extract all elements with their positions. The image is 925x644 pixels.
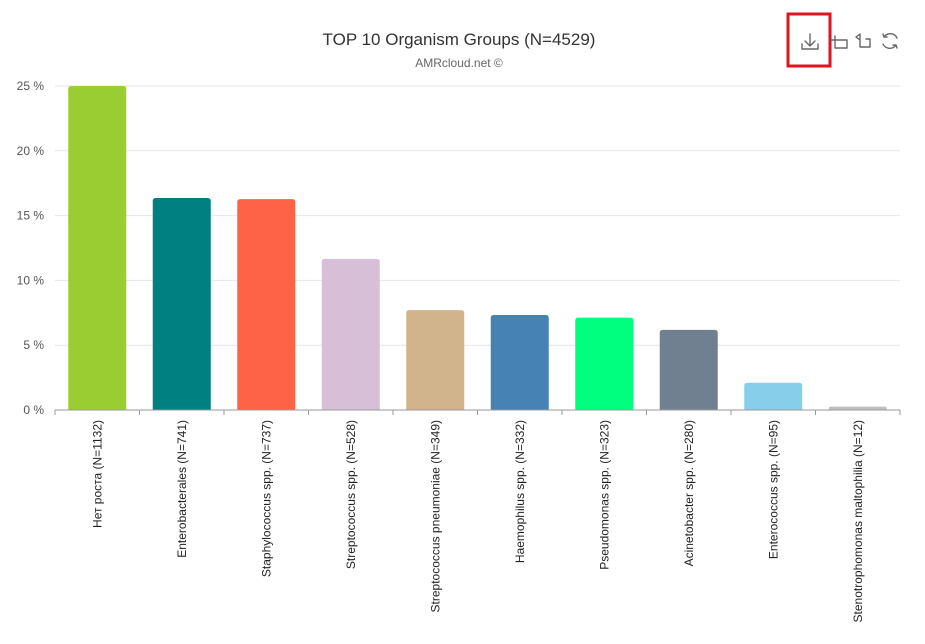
- bar[interactable]: [490, 315, 549, 410]
- bar[interactable]: [237, 199, 296, 410]
- zoom-reset-icon[interactable]: [855, 33, 871, 48]
- x-tick-label: Streptococcus pneumoniae (N=349): [428, 420, 442, 612]
- bar[interactable]: [659, 329, 718, 410]
- y-tick-label: 5 %: [23, 338, 44, 352]
- x-tick-label: Acinetobacter spp. (N=280): [682, 420, 696, 566]
- bar[interactable]: [152, 197, 211, 410]
- bar[interactable]: [828, 406, 887, 410]
- bars: [68, 86, 887, 410]
- x-axis-ticks: [54, 410, 901, 415]
- x-axis-labels: Нет роста (N=1132) Enterobacterales (N=74…: [90, 420, 865, 622]
- bar[interactable]: [68, 86, 127, 410]
- x-tick-label: Enterobacterales (N=741): [175, 420, 189, 558]
- x-tick-label: Streptococcus spp. (N=528): [344, 420, 358, 569]
- y-tick-label: 20 %: [17, 144, 45, 158]
- chart-title: TOP 10 Organism Groups (N=4529): [323, 30, 596, 49]
- x-tick-label: Staphylococcus spp. (N=737): [259, 420, 273, 577]
- bar[interactable]: [406, 310, 465, 410]
- download-icon[interactable]: [801, 33, 819, 50]
- bar[interactable]: [575, 317, 634, 410]
- y-axis-ticks: 0 % 5 % 10 % 15 % 20 % 25 %: [17, 79, 45, 417]
- toolbox: [786, 12, 898, 68]
- bar[interactable]: [744, 382, 803, 410]
- bar[interactable]: [321, 258, 380, 410]
- data-zoom-icon[interactable]: [830, 35, 848, 49]
- x-tick-label: Нет роста (N=1132): [90, 420, 104, 528]
- restore-icon[interactable]: [882, 33, 898, 49]
- y-tick-label: 0 %: [23, 403, 44, 417]
- x-tick-label: Pseudomonas spp. (N=323): [597, 420, 611, 570]
- y-tick-label: 25 %: [17, 79, 45, 93]
- highlight-box: [786, 12, 832, 68]
- y-tick-label: 10 %: [17, 273, 45, 287]
- x-tick-label: Stenotrophomonas maltophilia (N=12): [851, 420, 865, 622]
- y-tick-label: 15 %: [17, 209, 45, 223]
- x-tick-label: Haemophilus spp. (N=332): [513, 420, 527, 563]
- chart-subtitle: AMRcloud.net ©: [415, 56, 503, 70]
- x-tick-label: Enterococcus spp. (N=95): [766, 420, 780, 559]
